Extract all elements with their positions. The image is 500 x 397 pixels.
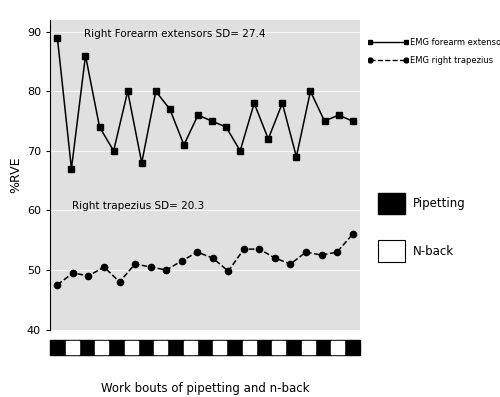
Bar xyxy=(154,341,167,354)
Bar xyxy=(214,341,226,354)
Y-axis label: %RVE: %RVE xyxy=(10,156,22,193)
Text: EMG forearm extensors: EMG forearm extensors xyxy=(410,38,500,47)
Bar xyxy=(272,341,285,354)
Bar xyxy=(95,341,108,354)
Bar xyxy=(184,341,196,354)
Bar xyxy=(332,341,344,354)
Text: Right trapezius SD= 20.3: Right trapezius SD= 20.3 xyxy=(72,201,204,212)
Bar xyxy=(302,341,315,354)
Bar xyxy=(243,341,256,354)
Text: Work bouts of pipetting and n-back: Work bouts of pipetting and n-back xyxy=(101,382,309,395)
Text: EMG right trapezius: EMG right trapezius xyxy=(410,56,493,65)
Bar xyxy=(124,341,138,354)
Text: N-back: N-back xyxy=(412,245,454,258)
Text: Pipetting: Pipetting xyxy=(412,197,466,210)
Bar xyxy=(66,341,78,354)
Text: Right Forearm extensors SD= 27.4: Right Forearm extensors SD= 27.4 xyxy=(84,29,266,39)
